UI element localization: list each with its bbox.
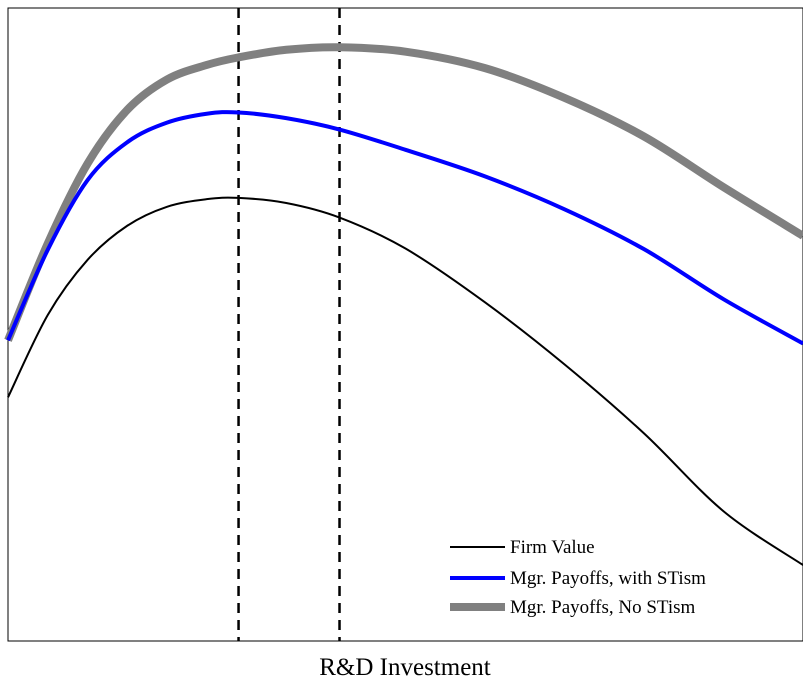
series-line-1 <box>7 196 803 566</box>
legend-label-3: Mgr. Payoffs, No STism <box>510 597 696 618</box>
series-line-2 <box>6 110 803 346</box>
legend-label-2: Mgr. Payoffs, with STism <box>510 568 706 589</box>
plot-area <box>7 7 803 642</box>
legend-label-1: Firm Value <box>510 537 595 558</box>
series-layer <box>4 43 803 566</box>
legend: Firm Value Mgr. Payoffs, with STism Mgr. P… <box>450 537 706 618</box>
x-axis-label: R&D Investment <box>319 654 491 681</box>
series-line-3 <box>4 43 803 342</box>
